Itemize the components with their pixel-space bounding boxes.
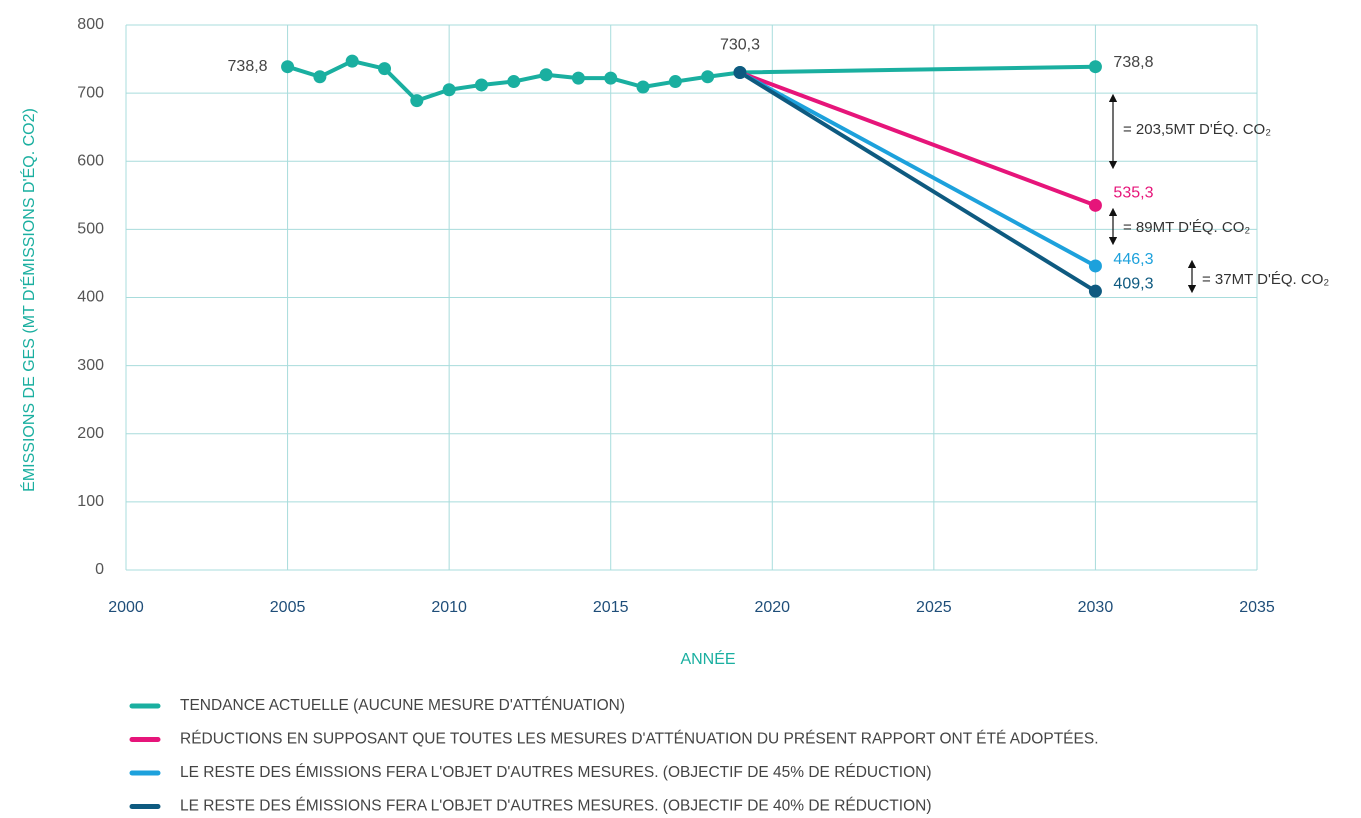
series-line (739, 70, 1097, 268)
y-tick-label: 600 (77, 152, 104, 169)
y-axis-title: ÉMISSIONS DE GES (MT D'ÉMISSIONS D'ÉQ. C… (19, 108, 38, 492)
data-point (1088, 259, 1102, 273)
data-point (345, 54, 359, 68)
y-tick-label: 400 (77, 289, 104, 306)
x-tick-label: 2030 (1078, 599, 1114, 616)
data-point (733, 65, 747, 79)
x-tick-label: 2025 (916, 599, 952, 616)
data-point (474, 78, 488, 92)
legend-label: LE RESTE DES ÉMISSIONS FERA L'OBJET D'AU… (180, 798, 932, 815)
y-tick-label: 700 (77, 84, 104, 101)
data-point (410, 94, 424, 108)
y-tick-label: 300 (77, 357, 104, 374)
value-label: 738,8 (228, 58, 268, 75)
data-point (539, 68, 553, 82)
x-tick-label: 2020 (754, 599, 790, 616)
data-point (281, 60, 295, 74)
annotation: = 203,5MT D'ÉQ. CO₂ (1123, 121, 1271, 138)
x-axis-title: ANNÉE (680, 649, 735, 668)
x-tick-label: 2015 (593, 599, 629, 616)
y-tick-label: 500 (77, 221, 104, 238)
data-point (1088, 60, 1102, 74)
data-point (1088, 284, 1102, 298)
value-label: 730,3 (720, 37, 760, 54)
legend-label: LE RESTE DES ÉMISSIONS FERA L'OBJET D'AU… (180, 764, 932, 781)
legend-label: TENDANCE ACTUELLE (AUCUNE MESURE D'ATTÉN… (180, 697, 625, 714)
data-point (507, 75, 521, 89)
value-label: 409,3 (1113, 275, 1153, 292)
value-label: 446,3 (1113, 251, 1153, 268)
series-line (739, 70, 1097, 208)
y-tick-label: 0 (95, 561, 104, 578)
series-line (738, 70, 1097, 293)
y-tick-label: 100 (77, 493, 104, 510)
data-point (1088, 198, 1102, 212)
data-point (442, 83, 456, 97)
x-tick-label: 2000 (108, 599, 144, 616)
x-tick-label: 2005 (270, 599, 306, 616)
annotation: = 37MT D'ÉQ. CO₂ (1202, 271, 1329, 288)
data-point (571, 71, 585, 85)
legend-label: RÉDUCTIONS EN SUPPOSANT QUE TOUTES LES M… (180, 731, 1099, 748)
data-point (604, 71, 618, 85)
annotation: = 89MT D'ÉQ. CO₂ (1123, 219, 1250, 236)
data-point (701, 70, 715, 84)
data-point (313, 70, 327, 84)
y-tick-label: 200 (77, 425, 104, 442)
y-tick-label: 800 (77, 16, 104, 33)
x-tick-label: 2010 (431, 599, 467, 616)
value-label: 535,3 (1113, 185, 1153, 202)
data-point (378, 62, 392, 76)
x-tick-label: 2035 (1239, 599, 1275, 616)
data-point (668, 75, 682, 89)
data-point (636, 80, 650, 94)
value-label: 738,8 (1113, 54, 1153, 71)
series-line (286, 59, 1096, 103)
